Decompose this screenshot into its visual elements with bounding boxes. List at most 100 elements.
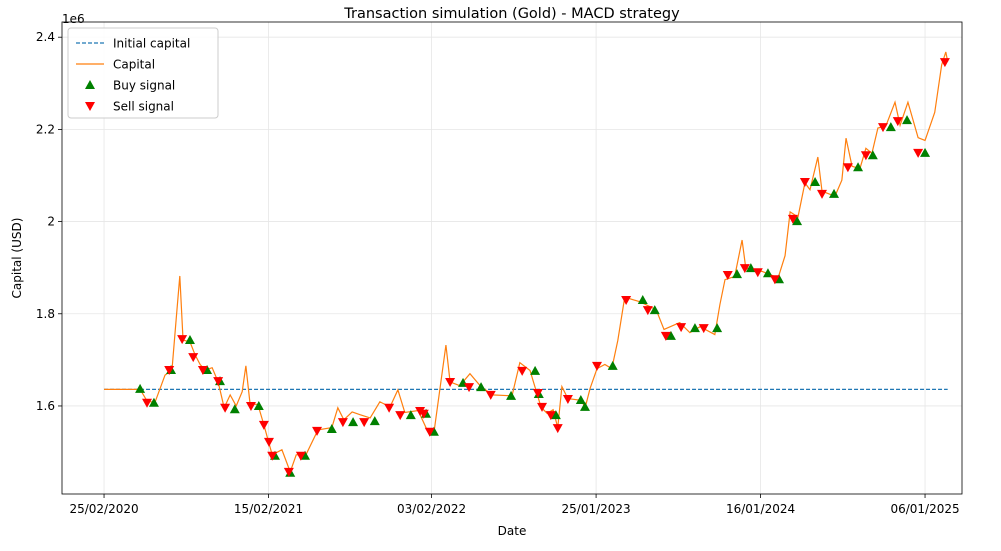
signal-marker	[860, 151, 871, 161]
chart-title: Transaction simulation (Gold) - MACD str…	[343, 6, 680, 22]
legend-box	[67, 27, 219, 119]
signal-marker	[517, 366, 528, 376]
signal-marker	[295, 451, 306, 461]
x-tick-label: 25/02/2020	[69, 502, 138, 516]
signal-marker	[762, 268, 773, 278]
signal-marker	[197, 366, 208, 376]
signal-marker	[532, 389, 543, 399]
signal-marker	[637, 294, 648, 304]
signal-marker	[939, 58, 950, 68]
x-tick-label: 15/02/2021	[234, 502, 303, 516]
signal-marker	[842, 163, 853, 173]
legend-label: Initial capital	[113, 37, 190, 51]
signal-marker	[562, 395, 573, 405]
signal-marker	[545, 411, 556, 421]
y-tick-label: 1.8	[36, 307, 55, 321]
x-tick-label: 06/01/2025	[890, 502, 959, 516]
signal-marker	[550, 410, 561, 420]
signal-marker	[418, 409, 429, 419]
signal-marker	[698, 324, 709, 334]
signal-marker	[164, 366, 175, 376]
signal-marker	[405, 410, 416, 420]
signal-marker	[712, 323, 723, 333]
signal-marker	[676, 323, 687, 333]
signal-marker	[258, 420, 269, 430]
signal-marker	[817, 189, 828, 199]
signal-marker	[745, 263, 756, 273]
signal-marker	[359, 418, 370, 428]
signal-marker	[326, 424, 337, 434]
axes-frame	[61, 21, 963, 495]
signal-marker	[263, 437, 274, 447]
signal-marker	[739, 264, 750, 274]
signal-marker	[902, 115, 913, 125]
signal-marker	[506, 390, 517, 400]
signal-marker	[552, 424, 563, 434]
legend-label: Sell signal	[113, 100, 174, 114]
signal-marker	[592, 361, 603, 371]
signal-marker	[660, 331, 671, 341]
legend-label: Buy signal	[113, 79, 175, 93]
signal-marker	[752, 268, 763, 278]
signal-marker	[920, 147, 931, 157]
signal-marker	[621, 295, 632, 305]
legend: Initial capital Capital Buy signal Sell sig…	[67, 27, 219, 119]
signal-marker	[642, 306, 653, 316]
signal-marker	[792, 216, 803, 226]
x-axis-label: Date	[498, 524, 527, 538]
signal-marker	[665, 330, 676, 340]
signal-marker	[177, 335, 188, 345]
signal-marker	[424, 427, 435, 437]
signal-marker	[575, 394, 586, 404]
signal-marker	[649, 305, 660, 315]
signal-marker	[722, 271, 733, 281]
signal-marker	[283, 467, 294, 477]
signal-marker	[607, 360, 618, 370]
y-tick-label: 2.4	[36, 30, 55, 44]
signal-marker	[213, 377, 224, 387]
signal-marker	[579, 401, 590, 411]
x-tick-label: 16/01/2024	[726, 502, 795, 516]
legend-label: Capital	[113, 58, 155, 72]
signal-marker	[787, 214, 798, 224]
line	[104, 51, 949, 474]
signal-marker	[395, 411, 406, 421]
signal-marker	[476, 382, 487, 392]
signal-marker	[530, 365, 541, 375]
signal-marker	[485, 390, 496, 400]
signal-marker	[229, 404, 240, 414]
signal-marker	[892, 117, 903, 127]
signal-marker	[799, 177, 810, 187]
y-tick-label: 1.6	[36, 399, 55, 413]
signal-marker	[337, 418, 348, 428]
signal-marker	[537, 402, 548, 412]
signal-marker	[245, 401, 256, 411]
signal-marker	[253, 400, 264, 410]
signal-marker	[732, 269, 742, 279]
grid	[62, 22, 962, 494]
signal-marker	[464, 383, 475, 393]
signal-marker	[142, 398, 153, 408]
signal-marker	[369, 416, 380, 426]
y-offset-label: 1e6	[62, 12, 85, 26]
signal-marker	[829, 188, 840, 198]
signal-marker	[135, 383, 146, 393]
signal-marker	[312, 426, 323, 436]
signal-marker	[877, 123, 888, 133]
signal-marker	[348, 417, 359, 427]
signal-marker	[148, 397, 159, 407]
signal-marker	[184, 335, 195, 345]
signal-marker	[384, 403, 395, 413]
signal-marker	[853, 162, 864, 172]
signal-marker	[220, 403, 231, 413]
signal-marker	[689, 323, 700, 333]
signal-marker	[445, 377, 456, 387]
plot-area	[104, 51, 950, 477]
signal-marker	[188, 353, 199, 363]
signal-marker	[267, 451, 278, 461]
x-tick-label: 03/02/2022	[397, 502, 466, 516]
signal-marker	[913, 148, 924, 158]
y-tick-label: 2	[47, 215, 55, 229]
signal-marker	[867, 150, 878, 160]
